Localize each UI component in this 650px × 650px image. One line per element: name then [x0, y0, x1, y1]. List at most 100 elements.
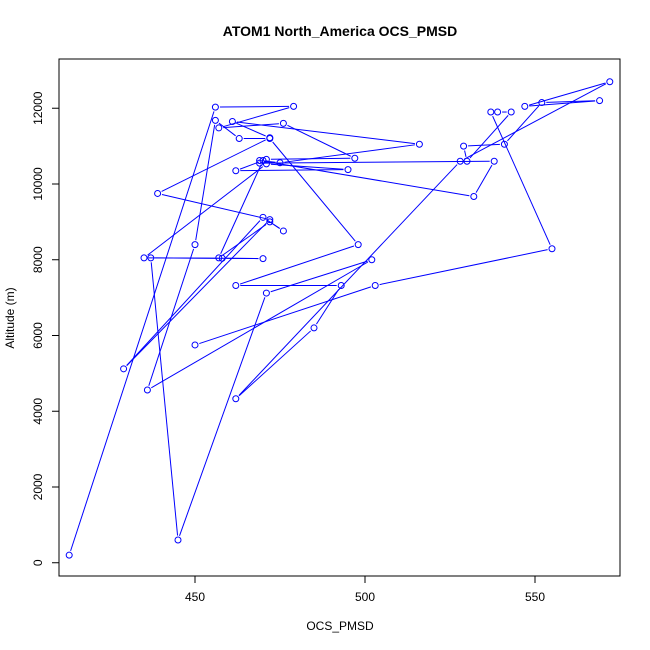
data-point — [507, 108, 515, 116]
y-tick-label: 10000 — [31, 167, 45, 201]
data-point — [276, 159, 284, 167]
data-point — [521, 102, 529, 110]
data-point — [259, 213, 267, 221]
series-segment — [220, 164, 262, 254]
y-axis: 0 2000 4000 6000 8000 10000 12000 — [31, 91, 59, 566]
x-axis-label: OCS_PMSD — [306, 619, 374, 633]
x-axis: 450 500 550 — [185, 576, 545, 604]
series-segment — [264, 160, 490, 164]
y-tick-label: 6000 — [31, 322, 45, 349]
data-point — [120, 365, 128, 373]
series-segment — [222, 107, 290, 128]
series-segment — [468, 143, 500, 147]
data-point — [232, 281, 240, 289]
y-tick-label: 0 — [31, 559, 45, 566]
data-point — [460, 142, 468, 150]
data-point — [490, 157, 498, 165]
series-segment — [273, 223, 280, 229]
data-point — [262, 160, 270, 168]
series-segment — [147, 166, 264, 256]
y-tick-label: 4000 — [31, 398, 45, 425]
series-segment — [161, 139, 266, 192]
data-point — [191, 241, 199, 249]
series-segment — [150, 262, 179, 536]
series-segment — [287, 124, 351, 157]
y-tick-label: 8000 — [31, 246, 45, 273]
series-segment — [263, 160, 470, 197]
data-point — [538, 99, 546, 107]
data-point — [215, 124, 223, 132]
series-segment — [239, 161, 259, 170]
data-point — [266, 135, 274, 143]
data-point — [262, 155, 270, 163]
series-segment — [284, 144, 416, 163]
data-point — [371, 281, 379, 289]
data-point — [415, 140, 423, 148]
series-segment — [239, 245, 355, 285]
data-point — [262, 289, 270, 297]
x-tick-label: 500 — [355, 590, 375, 604]
data-point — [279, 227, 287, 235]
data-point — [548, 245, 556, 253]
series-segment — [219, 105, 290, 108]
x-tick-label: 550 — [525, 590, 545, 604]
series-segment — [179, 297, 266, 536]
y-tick-label: 12000 — [31, 91, 45, 125]
data-point — [290, 102, 298, 110]
series-segment — [464, 150, 467, 157]
data-point — [470, 192, 478, 200]
series-segment — [546, 100, 596, 103]
chart-title: ATOM1 North_America OCS_PMSD — [223, 23, 457, 39]
series-segment — [270, 260, 368, 293]
series-segment — [126, 222, 268, 366]
series-segment — [195, 124, 216, 241]
series-segment — [469, 115, 509, 159]
data-point — [235, 135, 243, 143]
data-point — [232, 395, 240, 403]
data-point — [354, 241, 362, 249]
data-point — [487, 108, 495, 116]
data-point — [266, 216, 274, 224]
series-segment — [148, 248, 195, 386]
series-segment — [240, 169, 344, 172]
data-point — [456, 157, 464, 165]
data-point — [344, 166, 352, 174]
data-point — [65, 551, 73, 559]
data-point — [494, 108, 502, 116]
data-point — [228, 117, 236, 125]
data-point — [606, 78, 614, 86]
y-axis-label: Altitude (m) — [3, 287, 17, 348]
series-segment — [272, 141, 356, 242]
data-point — [279, 119, 287, 127]
series-segment — [222, 224, 267, 256]
series-segment — [463, 83, 607, 160]
series-segment — [270, 163, 344, 170]
series-segment — [218, 122, 236, 137]
data-point — [500, 140, 508, 148]
series-segment — [379, 249, 548, 286]
series-segment — [161, 193, 266, 220]
data-point — [596, 97, 604, 105]
data-point — [256, 157, 264, 165]
series-segment — [528, 82, 606, 106]
data-point — [310, 324, 318, 332]
series-segment — [316, 289, 340, 325]
series-segment — [238, 164, 458, 396]
series-layer — [65, 78, 614, 559]
data-point — [337, 281, 345, 289]
data-point — [211, 116, 219, 124]
data-point — [211, 103, 219, 111]
x-tick-label: 450 — [185, 590, 205, 604]
data-point — [191, 341, 199, 349]
data-point — [232, 167, 240, 175]
series-segment — [236, 121, 415, 145]
data-point — [368, 256, 376, 264]
data-point — [218, 254, 226, 262]
series-segment — [223, 123, 279, 129]
data-point — [147, 254, 155, 262]
series-segment — [492, 115, 551, 245]
series-segment — [155, 257, 259, 260]
plot-frame — [58, 58, 621, 577]
data-point — [215, 254, 223, 262]
